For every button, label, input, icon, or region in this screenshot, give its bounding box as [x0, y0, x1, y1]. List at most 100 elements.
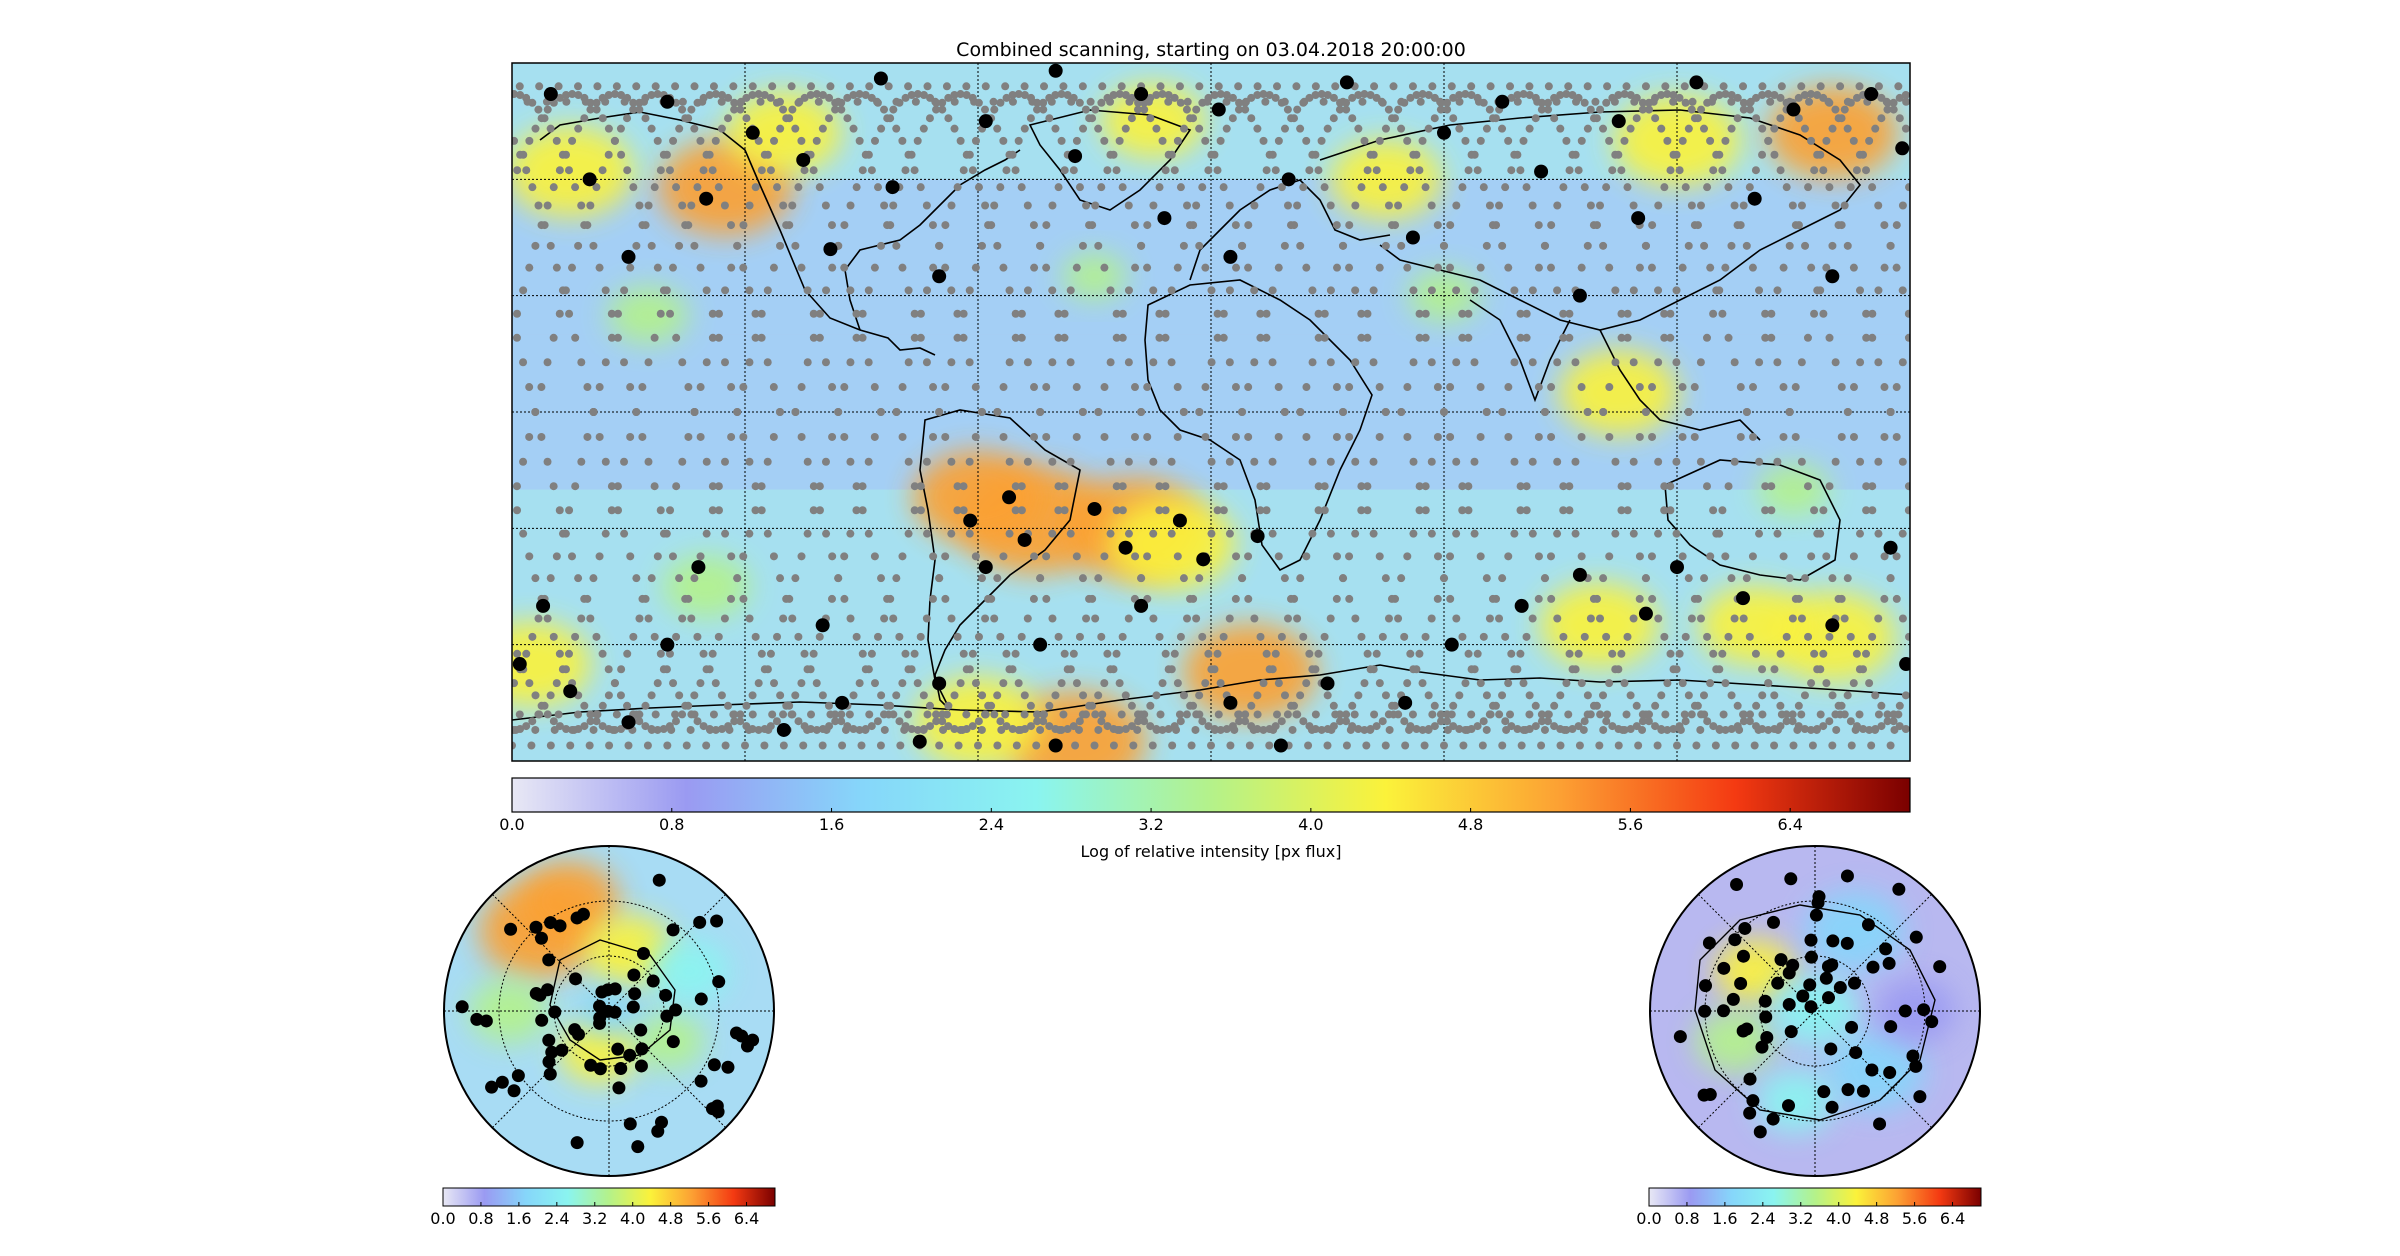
track-point — [1862, 506, 1871, 515]
track-point — [1363, 333, 1372, 342]
track-point — [757, 309, 766, 318]
observation-marker — [1933, 960, 1947, 974]
track-point — [1602, 632, 1611, 641]
track-point — [1614, 741, 1623, 750]
track-point — [1605, 432, 1614, 441]
track-point — [993, 691, 1002, 700]
track-point — [699, 649, 708, 658]
track-point — [1840, 201, 1849, 210]
track-point — [916, 506, 925, 515]
track-point — [1702, 333, 1711, 342]
observation-marker — [1638, 606, 1653, 621]
track-point — [1837, 594, 1846, 603]
track-point — [1320, 183, 1329, 192]
track-point — [1727, 91, 1736, 100]
observation-marker — [1118, 540, 1133, 555]
track-point — [797, 136, 806, 145]
track-point — [1733, 114, 1742, 123]
track-point — [1599, 408, 1608, 416]
observation-marker — [621, 249, 636, 264]
observation-marker — [666, 1035, 680, 1049]
track-point — [1687, 105, 1696, 114]
track-point — [702, 529, 711, 538]
track-point — [923, 710, 932, 719]
track-point — [1014, 679, 1023, 688]
track-point — [1464, 649, 1473, 658]
track-point — [1849, 432, 1858, 441]
track-point — [1397, 574, 1406, 583]
track-point — [1681, 632, 1690, 641]
track-point — [1345, 552, 1354, 561]
track-point — [684, 383, 693, 392]
track-point — [1219, 482, 1228, 491]
colorbar-tick-label: 1.6 — [1712, 1209, 1737, 1228]
track-point — [1259, 136, 1268, 145]
track-point — [846, 286, 855, 295]
track-point — [1649, 97, 1658, 106]
track-point — [717, 91, 726, 100]
track-point — [922, 614, 931, 623]
track-point — [1767, 309, 1776, 318]
track-point — [959, 166, 968, 175]
track-point — [1287, 114, 1296, 123]
track-point — [1195, 124, 1204, 133]
track-point — [1739, 105, 1748, 114]
track-point — [1443, 717, 1452, 726]
colorbar-tick-label: 5.6 — [696, 1209, 721, 1228]
track-point — [1541, 241, 1550, 250]
track-point — [1014, 90, 1023, 99]
track-point — [977, 408, 986, 416]
track-point — [1797, 710, 1806, 719]
track-point — [1458, 333, 1467, 342]
track-point — [794, 632, 803, 641]
track-point — [1647, 552, 1656, 561]
track-point — [1669, 724, 1678, 733]
track-point — [1002, 93, 1011, 102]
track-point — [1023, 286, 1032, 295]
track-point — [1825, 632, 1834, 641]
track-point — [1544, 82, 1553, 91]
track-point — [1173, 679, 1182, 688]
track-point — [1458, 482, 1467, 491]
track-point — [1580, 717, 1589, 726]
track-point — [1283, 710, 1292, 719]
track-point — [1859, 665, 1868, 674]
track-point — [1464, 309, 1473, 318]
track-point — [1170, 93, 1179, 102]
track-point — [907, 665, 916, 674]
track-point — [1474, 97, 1483, 106]
track-point — [941, 552, 950, 561]
track-point — [1464, 333, 1473, 342]
track-point — [1758, 91, 1767, 100]
track-point — [1776, 649, 1785, 658]
track-point — [1776, 166, 1785, 175]
track-point — [681, 114, 690, 123]
track-point — [932, 105, 941, 114]
track-point — [1051, 124, 1060, 133]
track-point — [1843, 124, 1852, 133]
observation-marker — [1717, 961, 1731, 975]
track-point — [620, 358, 629, 367]
track-point — [944, 93, 953, 102]
track-point — [1550, 701, 1559, 710]
track-point — [840, 552, 849, 561]
track-point — [1336, 717, 1345, 726]
track-point — [861, 725, 870, 734]
track-point — [1776, 701, 1785, 710]
observation-marker — [634, 1023, 648, 1037]
track-point — [1898, 201, 1907, 210]
track-point — [1568, 91, 1577, 100]
track-point — [727, 552, 736, 561]
track-point — [1158, 90, 1167, 99]
track-point — [1039, 98, 1048, 107]
track-point — [877, 241, 886, 250]
track-point — [962, 91, 971, 100]
observation-marker — [636, 946, 650, 960]
track-point — [821, 457, 830, 466]
observation-marker — [1738, 921, 1752, 935]
track-point — [1011, 333, 1020, 342]
track-point — [993, 241, 1002, 250]
track-point — [1467, 82, 1476, 91]
track-point — [543, 105, 552, 114]
track-point — [1904, 506, 1910, 515]
